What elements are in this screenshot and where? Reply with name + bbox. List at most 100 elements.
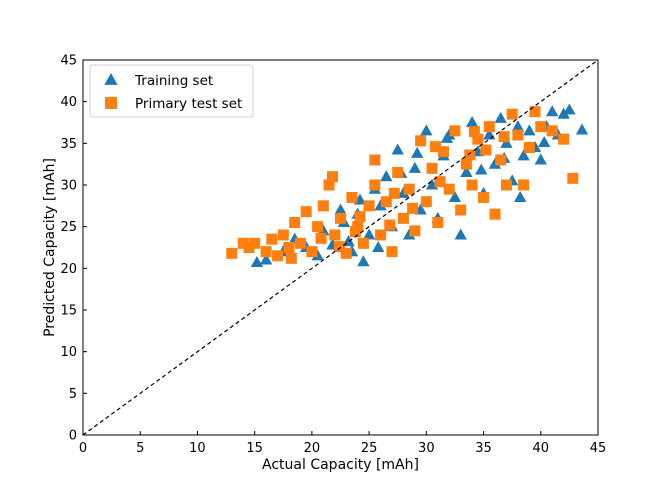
training-point [397, 186, 410, 198]
training-point [259, 253, 273, 265]
x-tick-label: 30 [418, 441, 435, 456]
y-tick-label: 0 [69, 429, 77, 444]
x-tick-label: 0 [79, 441, 87, 456]
legend-label: Primary test set [135, 96, 242, 112]
test-point [283, 242, 295, 253]
test-point [237, 237, 249, 249]
test-point [346, 192, 358, 203]
y-tick-label: 15 [60, 304, 77, 319]
training-point [420, 124, 433, 136]
test-point [349, 226, 361, 238]
marks-layer [226, 103, 589, 268]
x-tick-label: 20 [304, 441, 321, 456]
legend-items: Training set Primary test set [104, 73, 242, 112]
training-point [475, 163, 488, 175]
test-point [329, 229, 341, 241]
test-point [317, 200, 329, 212]
legend-test-marker [105, 97, 117, 109]
training-point [454, 228, 467, 240]
test-point [335, 212, 346, 224]
test-point [260, 246, 272, 258]
y-tick-label: 35 [60, 137, 77, 152]
test-point [523, 142, 535, 153]
test-point [363, 200, 375, 212]
test-point [466, 179, 478, 191]
test-point [285, 252, 297, 264]
test-point [512, 129, 524, 141]
test-point [506, 108, 518, 120]
test-point [426, 162, 438, 174]
test-point [434, 176, 446, 188]
test-point [449, 125, 461, 137]
test-point [483, 121, 495, 133]
training-point [500, 136, 513, 148]
test-point [498, 131, 510, 143]
test-point [326, 171, 338, 183]
test-point [460, 158, 472, 170]
test-point [266, 233, 278, 245]
test-point [489, 208, 501, 220]
training-point [372, 241, 385, 253]
training-point [538, 136, 551, 148]
test-point [468, 126, 480, 138]
training-point [494, 111, 507, 123]
test-point [518, 179, 530, 191]
reference-line-layer [82, 59, 599, 436]
y-tick-label: 30 [60, 179, 77, 194]
test-point [315, 232, 327, 244]
test-point [300, 206, 312, 218]
training-point [534, 153, 547, 165]
test-point [420, 196, 432, 208]
test-point [464, 149, 476, 161]
test-point [438, 146, 449, 158]
test-point [409, 225, 421, 237]
training-point [523, 124, 536, 136]
test-point [480, 144, 492, 156]
training-point [250, 256, 264, 268]
x-axis-ticks: 0 5 10 15 20 25 30 35 40 45 [79, 431, 606, 456]
training-point [575, 123, 589, 135]
training-point [411, 146, 424, 158]
test-point [558, 133, 570, 145]
test-point [333, 241, 345, 253]
x-tick-label: 5 [136, 441, 144, 456]
training-point [448, 191, 462, 203]
x-axis-label: Actual Capacity [mAh] [262, 457, 419, 473]
test-point [455, 204, 467, 216]
training-point [514, 191, 527, 203]
y-axis-ticks: 0 5 10 15 20 25 30 35 40 45 [60, 54, 87, 444]
y-tick-label: 20 [60, 262, 77, 277]
x-tick-label: 25 [361, 441, 378, 456]
training-point [317, 224, 330, 236]
test-point [277, 229, 289, 241]
training-point [563, 103, 576, 115]
test-point [392, 167, 404, 178]
test-point [567, 172, 579, 184]
test-point [369, 154, 381, 166]
y-tick-label: 10 [60, 345, 77, 360]
training-point [517, 149, 530, 161]
test-point [312, 221, 324, 233]
legend-training-marker [104, 73, 118, 85]
test-point [478, 192, 490, 203]
training-point [488, 157, 502, 169]
legend-label: Training set [134, 73, 213, 89]
test-point [272, 250, 284, 262]
test-point [243, 242, 255, 253]
legend-box [89, 64, 254, 118]
training-point [557, 107, 570, 119]
test-point [535, 121, 547, 133]
training-point [511, 120, 525, 132]
test-point [432, 217, 444, 228]
test-point [289, 217, 301, 228]
test-point [403, 183, 415, 195]
test-point [415, 135, 427, 147]
test-point [386, 246, 398, 258]
test-point [500, 179, 512, 191]
y-axis-label: Predicted Capacity [mAh] [42, 158, 58, 337]
plot-frame [82, 59, 599, 436]
legend: Training set Primary test set [89, 64, 254, 118]
test-point [306, 246, 318, 258]
test-point [375, 229, 387, 241]
